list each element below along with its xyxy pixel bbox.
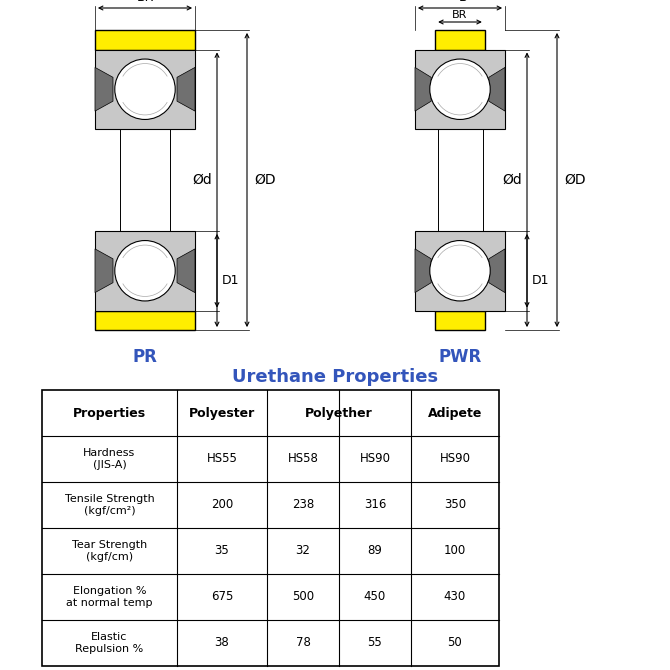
Text: Properties: Properties (73, 407, 146, 419)
Polygon shape (95, 68, 113, 111)
Text: D1: D1 (222, 274, 239, 287)
Text: Hardness
(JIS-A): Hardness (JIS-A) (83, 448, 135, 470)
Bar (42, 390, 499, 666)
Text: BR: BR (452, 10, 468, 20)
Text: Polyether: Polyether (305, 407, 373, 419)
Polygon shape (95, 249, 113, 293)
Bar (95, 310, 195, 330)
Text: 32: 32 (295, 545, 310, 557)
Text: HS90: HS90 (440, 452, 470, 466)
Polygon shape (489, 68, 505, 111)
Text: HS55: HS55 (206, 452, 237, 466)
Bar (436, 30, 485, 50)
Polygon shape (415, 68, 431, 111)
Bar (95, 30, 195, 50)
Text: 316: 316 (364, 498, 386, 511)
Bar (95, 231, 195, 310)
Bar (436, 310, 485, 330)
Polygon shape (177, 249, 195, 293)
Circle shape (115, 59, 176, 119)
Text: Ød: Ød (192, 173, 212, 187)
Text: D1: D1 (532, 274, 549, 287)
Polygon shape (415, 249, 431, 293)
Text: 675: 675 (211, 590, 233, 604)
Bar (95, 50, 195, 129)
Text: 200: 200 (211, 498, 233, 511)
Circle shape (115, 241, 176, 301)
Text: Elongation %
at normal temp: Elongation % at normal temp (66, 586, 153, 608)
Circle shape (429, 59, 490, 119)
Bar (415, 231, 505, 310)
Text: 38: 38 (214, 636, 229, 649)
Text: Urethane Properties: Urethane Properties (232, 368, 438, 386)
Text: B: B (459, 0, 467, 4)
Text: BR: BR (136, 0, 153, 4)
Text: Elastic
Repulsion %: Elastic Repulsion % (75, 632, 143, 654)
Text: 35: 35 (214, 545, 229, 557)
Text: 450: 450 (364, 590, 386, 604)
Text: 89: 89 (368, 545, 383, 557)
Text: ØD: ØD (564, 173, 586, 187)
Text: PWR: PWR (438, 348, 482, 366)
Bar (415, 50, 505, 129)
Text: Ød: Ød (502, 173, 522, 187)
Text: 78: 78 (295, 636, 310, 649)
Text: Polyester: Polyester (189, 407, 255, 419)
Text: HS58: HS58 (287, 452, 318, 466)
Text: PR: PR (133, 348, 157, 366)
Text: ØD: ØD (254, 173, 275, 187)
Text: Adipete: Adipete (428, 407, 482, 419)
Circle shape (429, 241, 490, 301)
Text: 500: 500 (292, 590, 314, 604)
Text: 430: 430 (444, 590, 466, 604)
Polygon shape (489, 249, 505, 293)
Text: 100: 100 (444, 545, 466, 557)
Text: Tear Strength
(kgf/cm): Tear Strength (kgf/cm) (72, 540, 147, 562)
Text: 238: 238 (292, 498, 314, 511)
Text: 50: 50 (448, 636, 462, 649)
Text: 350: 350 (444, 498, 466, 511)
Text: 55: 55 (368, 636, 383, 649)
Text: Tensile Strength
(kgf/cm²): Tensile Strength (kgf/cm²) (64, 494, 154, 516)
Polygon shape (177, 68, 195, 111)
Text: HS90: HS90 (360, 452, 391, 466)
